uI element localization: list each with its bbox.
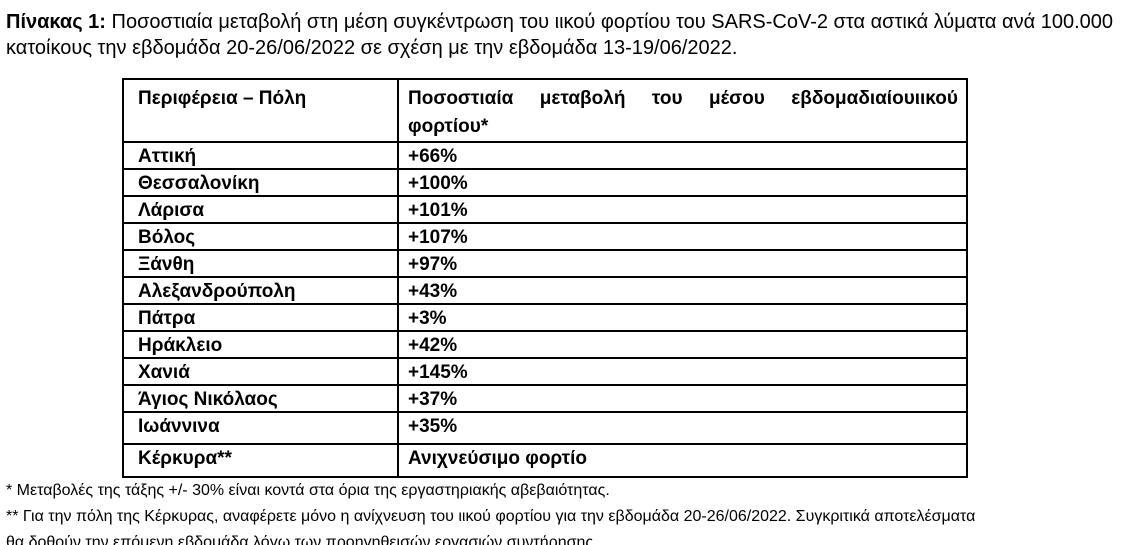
- change-cell: +35%: [397, 411, 968, 445]
- caption-text: Ποσοστιαία μεταβολή στη μέση συγκέντρωση…: [105, 11, 1114, 33]
- table-row: Λάρισα +101%: [122, 195, 968, 224]
- footnote-2-line2: θα δοθούν την επόμενη εβδομάδα λόγω των …: [6, 534, 598, 545]
- header-word: του: [651, 88, 683, 109]
- column-header-region: Περιφέρεια – Πόλη: [122, 78, 399, 143]
- region-cell: Ιωάννινα: [122, 411, 399, 445]
- table-row: Αλεξανδρούπολη +43%: [122, 276, 968, 305]
- column-header-change-line2: φορτίου*: [408, 116, 489, 137]
- column-header-change-line1: Ποσοστιαία μεταβολή του μέσου εβδομαδιαί…: [408, 85, 958, 113]
- table-row: Βόλος +107%: [122, 222, 968, 251]
- table-row: Θεσσαλονίκη +100%: [122, 168, 968, 197]
- change-cell: +43%: [397, 276, 968, 305]
- table-header-row: Περιφέρεια – Πόλη Ποσοστιαία μεταβολή το…: [122, 78, 968, 143]
- header-word: Ποσοστιαία: [408, 88, 514, 109]
- change-cell: +66%: [397, 141, 968, 170]
- region-cell: Ηράκλειο: [122, 330, 399, 359]
- region-cell: Θεσσαλονίκη: [122, 168, 399, 197]
- region-cell: Αττική: [122, 141, 399, 170]
- table-row: Πάτρα +3%: [122, 303, 968, 332]
- table-row: Κέρκυρα** Ανιχνεύσιμο φορτίο: [122, 443, 968, 478]
- column-header-change: Ποσοστιαία μεταβολή του μέσου εβδομαδιαί…: [397, 78, 968, 143]
- region-cell: Χανιά: [122, 357, 399, 386]
- table-row: Ξάνθη +97%: [122, 249, 968, 278]
- header-word: μεταβολή: [539, 88, 626, 109]
- region-cell: Βόλος: [122, 222, 399, 251]
- table-row: Χανιά +145%: [122, 357, 968, 386]
- results-table: Περιφέρεια – Πόλη Ποσοστιαία μεταβολή το…: [122, 78, 968, 478]
- change-cell: +101%: [397, 195, 968, 224]
- change-cell: +97%: [397, 249, 968, 278]
- region-cell: Άγιος Νικόλαος: [122, 384, 399, 413]
- table-row: Ιωάννινα +35%: [122, 411, 968, 445]
- footnote-1: * Μεταβολές της τάξης +/- 30% είναι κοντ…: [6, 482, 610, 499]
- footnote-2-line1: ** Για την πόλη της Κέρκυρας, αναφέρετε …: [6, 508, 976, 525]
- footnotes: * Μεταβολές της τάξης +/- 30% είναι κοντ…: [6, 478, 975, 545]
- change-cell: +37%: [397, 384, 968, 413]
- region-cell: Ξάνθη: [122, 249, 399, 278]
- caption-line-2: κατοίκους την εβδομάδα 20-26/06/2022 σε …: [6, 37, 738, 59]
- region-cell: Πάτρα: [122, 303, 399, 332]
- region-cell: Λάρισα: [122, 195, 399, 224]
- change-cell: Ανιχνεύσιμο φορτίο: [397, 443, 968, 478]
- change-cell: +145%: [397, 357, 968, 386]
- region-cell: Αλεξανδρούπολη: [122, 276, 399, 305]
- caption-label: Πίνακας 1:: [6, 11, 106, 33]
- header-word: εβδομαδιαίουιικού: [791, 88, 958, 109]
- change-cell: +42%: [397, 330, 968, 359]
- change-cell: +107%: [397, 222, 968, 251]
- change-cell: +3%: [397, 303, 968, 332]
- region-cell: Κέρκυρα**: [122, 443, 399, 478]
- header-word: μέσου: [708, 88, 765, 109]
- table-row: Άγιος Νικόλαος +37%: [122, 384, 968, 413]
- table-row: Αττική +66%: [122, 141, 968, 170]
- change-cell: +100%: [397, 168, 968, 197]
- caption-line-1: Πίνακας 1: Ποσοστιαία μεταβολή στη μέση …: [6, 9, 1113, 35]
- table-caption: Πίνακας 1: Ποσοστιαία μεταβολή στη μέση …: [6, 9, 1113, 61]
- table-row: Ηράκλειο +42%: [122, 330, 968, 359]
